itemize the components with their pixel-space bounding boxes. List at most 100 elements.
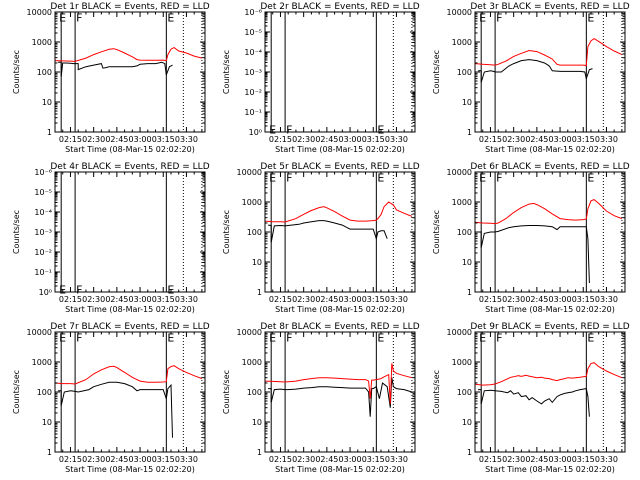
- x-tick-label: 03:00: [339, 135, 362, 144]
- x-tick-label: 03:00: [549, 455, 572, 464]
- x-tick-label: 02:30: [292, 455, 315, 464]
- y-tick-label: 1: [47, 128, 52, 137]
- x-tick-label: 02:15: [269, 135, 292, 144]
- x-axis-label: Start Time (08-Mar-15 02:02:20): [275, 145, 405, 154]
- x-tick-label: 02:15: [479, 455, 502, 464]
- x-axis-label: Start Time (08-Mar-15 02:02:20): [485, 465, 615, 474]
- y-axis-label: Counts/sec: [432, 370, 441, 414]
- series-group: [475, 362, 623, 417]
- attenuator-flag: F: [286, 332, 292, 345]
- y-tick-label: 10000: [27, 328, 52, 337]
- y-tick-label: 100: [247, 228, 262, 237]
- y-tick-label: 10: [42, 418, 52, 427]
- attenuator-flag: E: [167, 332, 174, 345]
- attenuator-flag: F: [76, 332, 82, 345]
- x-tick-label: 03:15: [362, 295, 385, 304]
- y-tick-label: 1: [257, 448, 262, 457]
- y-tick-label: 10⁻⁶: [34, 168, 52, 177]
- y-tick-label: 1000: [242, 358, 262, 367]
- x-tick-label: 03:30: [175, 455, 198, 464]
- y-tick-label: 10⁻³: [34, 228, 52, 237]
- x-tick-label: 02:45: [525, 455, 548, 464]
- x-axis-label: Start Time (08-Mar-15 02:02:20): [65, 465, 195, 474]
- y-tick-label: 10⁻⁴: [34, 208, 52, 217]
- attenuator-flag: E: [587, 12, 594, 25]
- y-tick-label: 100: [37, 388, 52, 397]
- y-tick-label: 10000: [447, 168, 472, 177]
- y-tick-label: 1: [467, 288, 472, 297]
- y-tick-label: 1: [467, 128, 472, 137]
- attenuator-flag: F: [496, 332, 502, 345]
- events-rate-line: [478, 225, 590, 284]
- y-tick-label: 10000: [447, 8, 472, 17]
- y-tick-label: 10⁻³: [244, 68, 262, 77]
- attenuator-flag: E: [167, 12, 174, 25]
- x-tick-label: 03:30: [175, 135, 198, 144]
- x-tick-label: 03:30: [385, 295, 408, 304]
- x-tick-label: 03:15: [362, 455, 385, 464]
- x-tick-label: 03:30: [385, 455, 408, 464]
- x-axis-label: Start Time (08-Mar-15 02:02:20): [65, 145, 195, 154]
- y-tick-label: 100: [457, 228, 472, 237]
- attenuator-flag: E: [587, 172, 594, 185]
- x-tick-label: 02:45: [105, 295, 128, 304]
- series-group: [475, 199, 623, 284]
- y-tick-label: 1: [47, 448, 52, 457]
- x-tick-label: 02:45: [315, 455, 338, 464]
- y-tick-label: 100: [37, 68, 52, 77]
- y-tick-label: 10⁻⁵: [34, 188, 52, 197]
- series-group: [55, 365, 203, 438]
- y-tick-label: 1000: [32, 358, 52, 367]
- x-tick-label: 02:15: [59, 295, 82, 304]
- series-group: [265, 201, 413, 243]
- y-tick-label: 1000: [242, 198, 262, 207]
- y-tick-label: 100: [247, 388, 262, 397]
- y-tick-label: 1000: [452, 358, 472, 367]
- attenuator-flag: E: [479, 332, 486, 345]
- y-tick-label: 10: [462, 418, 472, 427]
- lld-rate-line: [55, 47, 203, 62]
- y-tick-label: 10⁻¹: [34, 268, 52, 277]
- x-tick-label: 02:15: [269, 295, 292, 304]
- attenuator-flag: F: [496, 12, 502, 25]
- x-tick-label: 02:45: [315, 135, 338, 144]
- y-tick-label: 1000: [32, 38, 52, 47]
- panel-title: Det 9r BLACK = Events, RED = LLD: [470, 322, 629, 332]
- lld-rate-line: [475, 199, 623, 225]
- panel-title: Det 2r BLACK = Events, RED = LLD: [260, 2, 419, 12]
- y-axis-label: Counts/sec: [12, 50, 21, 94]
- y-tick-label: 10: [462, 258, 472, 267]
- y-tick-label: 10⁻¹: [244, 108, 262, 117]
- x-tick-label: 02:30: [292, 295, 315, 304]
- y-tick-label: 10: [252, 258, 262, 267]
- x-tick-label: 03:30: [595, 295, 618, 304]
- y-tick-label: 100: [457, 388, 472, 397]
- x-tick-label: 02:30: [82, 135, 105, 144]
- y-tick-label: 10⁻⁴: [244, 48, 262, 57]
- attenuator-flag: E: [479, 172, 486, 185]
- y-axis-label: Counts/sec: [12, 210, 21, 254]
- panel-title: Det 6r BLACK = Events, RED = LLD: [470, 162, 629, 172]
- y-tick-label: 10: [462, 98, 472, 107]
- y-tick-label: 1000: [452, 198, 472, 207]
- x-tick-label: 02:45: [105, 455, 128, 464]
- y-tick-label: 10⁻²: [34, 248, 52, 257]
- x-tick-label: 03:15: [152, 455, 175, 464]
- x-tick-label: 02:45: [315, 295, 338, 304]
- y-axis-label: Counts/sec: [222, 210, 231, 254]
- y-axis-label: Counts/sec: [12, 370, 21, 414]
- lld-rate-line: [475, 38, 623, 67]
- events-rate-line: [58, 61, 173, 77]
- y-axis-label: Counts/sec: [432, 210, 441, 254]
- lld-rate-line: [265, 363, 413, 404]
- attenuator-flag: E: [59, 12, 66, 25]
- attenuator-flag: E: [269, 172, 276, 185]
- panel-title: Det 1r BLACK = Events, RED = LLD: [50, 2, 209, 12]
- lld-rate-line: [55, 365, 203, 385]
